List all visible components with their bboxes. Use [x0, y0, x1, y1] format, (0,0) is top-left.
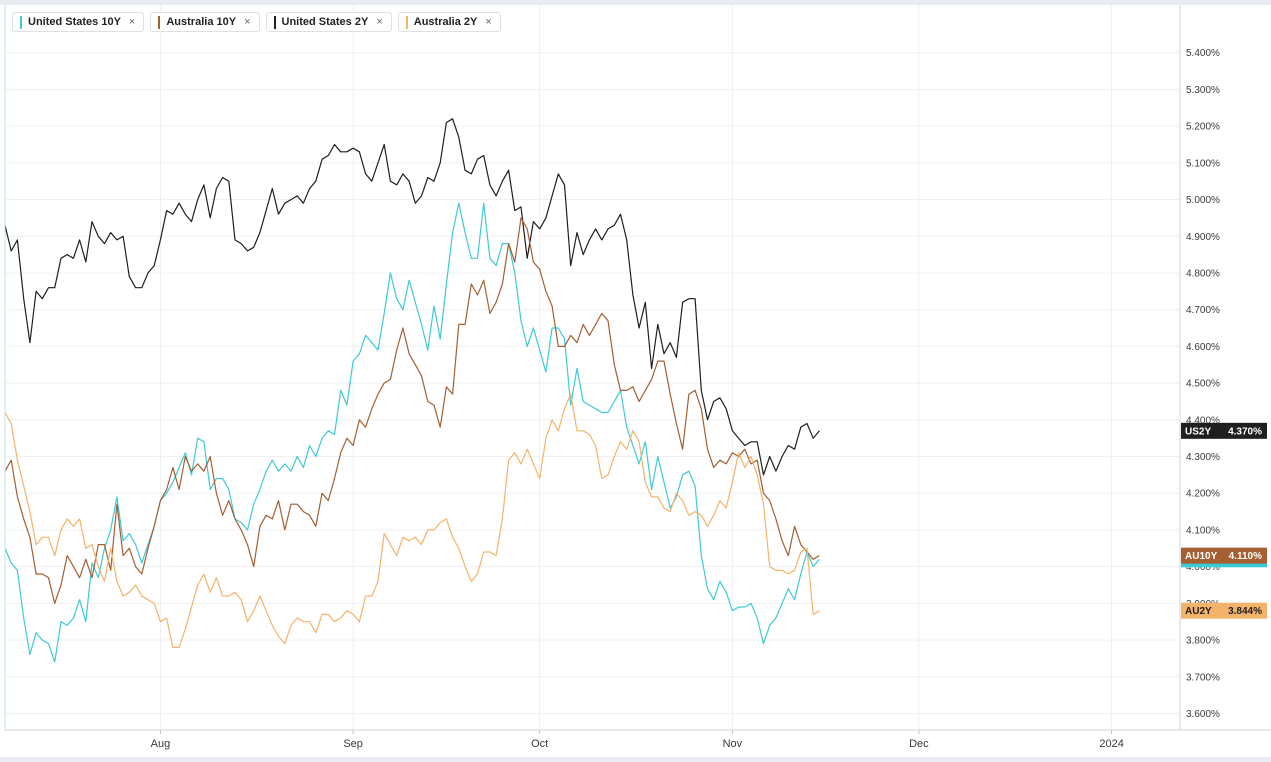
y-tick-label: 5.000% — [1186, 195, 1220, 206]
x-tick-label: 2024 — [1099, 738, 1123, 750]
y-tick-label: 4.600% — [1186, 342, 1220, 353]
x-tick-label: Dec — [909, 738, 929, 750]
tag-background — [1181, 422, 1267, 439]
y-tick-label: 4.200% — [1186, 489, 1220, 500]
legend-swatch — [273, 15, 276, 29]
tag-background — [1181, 602, 1267, 619]
y-tick-label: 4.900% — [1186, 232, 1220, 243]
y-tick-label: 5.200% — [1186, 122, 1220, 133]
last-value-tag-us2y: US2Y 4.370% — [1181, 422, 1267, 439]
legend-item-us10y[interactable]: United States 10Y × — [12, 12, 145, 32]
y-tick-label: 4.700% — [1186, 305, 1220, 316]
tag-ticker: AU2Y — [1185, 606, 1212, 617]
y-tick-label: 4.100% — [1186, 525, 1220, 536]
y-tick-label: 4.400% — [1186, 415, 1220, 426]
y-tick-label: 4.500% — [1186, 379, 1220, 390]
axes: 3.600%3.700%3.800%3.900%4.000%4.100%4.20… — [4, 5, 1271, 750]
y-tick-label: 4.300% — [1186, 452, 1220, 463]
legend-label: Australia 10Y — [166, 16, 237, 28]
x-tick-label: Sep — [343, 738, 363, 750]
legend-swatch — [405, 15, 408, 29]
legend-label: Australia 2Y — [413, 16, 478, 28]
bottom-border — [0, 757, 1271, 762]
legend-item-us2y[interactable]: United States 2Y × — [265, 12, 392, 32]
last-value-tag-au2y: AU2Y 3.844% — [1181, 602, 1267, 619]
y-tick-label: 5.100% — [1186, 158, 1220, 169]
y-tick-label: 4.000% — [1186, 562, 1220, 573]
close-icon[interactable]: × — [244, 16, 251, 28]
y-tick-label: 3.600% — [1186, 709, 1220, 720]
legend-item-au2y[interactable]: Australia 2Y × — [397, 12, 501, 32]
tag-ticker: US2Y — [1185, 426, 1211, 437]
y-tick-label: 5.400% — [1186, 48, 1220, 59]
tag-ticker: AU10Y — [1185, 551, 1218, 562]
series-line-us2y — [4, 118, 820, 476]
series-line-us10y — [4, 202, 820, 663]
top-border — [0, 0, 1271, 5]
legend-swatch — [20, 15, 22, 29]
y-tick-label: 3.800% — [1186, 636, 1220, 647]
x-tick-label: Nov — [723, 738, 743, 750]
grid — [5, 5, 1180, 730]
last-value-tag-au10y: AU10Y 4.110% — [1181, 547, 1267, 564]
legend-label: United States 10Y — [28, 16, 121, 28]
y-tick-label: 5.300% — [1186, 85, 1220, 96]
y-tick-label: 4.800% — [1186, 268, 1220, 279]
close-icon[interactable]: × — [128, 16, 136, 28]
series-lines — [4, 118, 820, 663]
legend-swatch — [158, 15, 161, 29]
tag-value: 3.844% — [1228, 606, 1262, 617]
close-icon[interactable]: × — [485, 16, 492, 28]
y-tick-label: 3.700% — [1186, 672, 1220, 683]
series-line-au2y — [4, 393, 820, 649]
last-value-tags: US2Y4.370%US10Y4.019%AU10Y4.110%AU2Y3.84… — [1181, 422, 1267, 619]
tag-value: 4.370% — [1228, 426, 1262, 437]
tag-background — [1181, 547, 1267, 564]
legend-label: United States 2Y — [281, 16, 369, 28]
legend-item-au10y[interactable]: Australia 10Y × — [150, 12, 260, 32]
series-line-au10y — [4, 217, 820, 605]
tag-value: 4.110% — [1229, 551, 1262, 562]
legend: United States 10Y × Australia 10Y × Unit… — [12, 12, 501, 34]
x-tick-label: Oct — [531, 738, 548, 750]
close-icon[interactable]: × — [376, 16, 383, 28]
x-tick-label: Aug — [151, 738, 171, 750]
